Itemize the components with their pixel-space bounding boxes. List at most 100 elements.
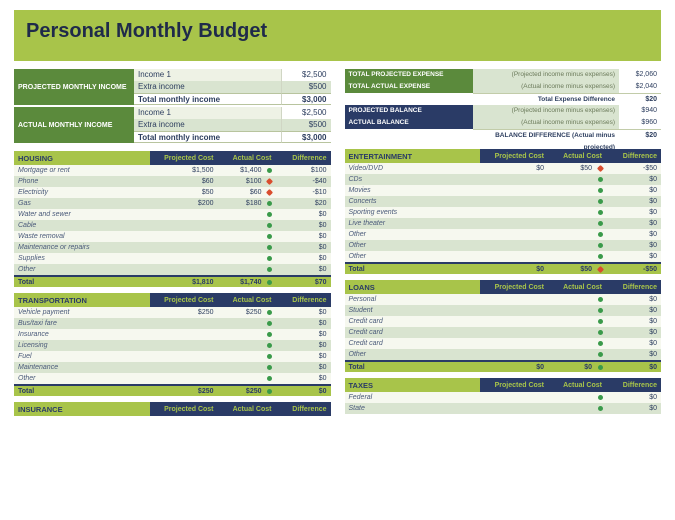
table-row: Other $0 bbox=[345, 229, 662, 240]
row-name: Other bbox=[345, 229, 481, 240]
row-actual bbox=[548, 316, 594, 327]
row-indicator bbox=[594, 174, 606, 185]
row-difference: $0 bbox=[276, 318, 331, 329]
row-difference: $0 bbox=[276, 362, 331, 373]
summary-val: $20 bbox=[619, 129, 661, 141]
row-difference: $0 bbox=[606, 240, 661, 251]
green-dot-icon bbox=[267, 201, 272, 206]
row-difference: $100 bbox=[276, 165, 331, 176]
col-difference: Difference bbox=[606, 149, 661, 163]
row-projected bbox=[150, 329, 218, 340]
col-actual: Actual Cost bbox=[218, 402, 276, 416]
row-actual bbox=[548, 174, 594, 185]
table-row: Waste removal $0 bbox=[14, 231, 331, 242]
summary-label bbox=[345, 93, 473, 105]
total-actual: $0 bbox=[548, 362, 594, 372]
row-actual bbox=[218, 351, 264, 362]
category-taxes: TAXES Projected Cost Actual Cost Differe… bbox=[345, 378, 662, 414]
income-total-val: $3,000 bbox=[281, 93, 331, 105]
table-row: Maintenance or repairs $0 bbox=[14, 242, 331, 253]
row-difference: $0 bbox=[276, 329, 331, 340]
row-actual bbox=[218, 340, 264, 351]
total-difference: $0 bbox=[606, 362, 661, 372]
row-indicator bbox=[594, 251, 606, 262]
total-actual: $250 bbox=[218, 386, 264, 396]
row-difference: $0 bbox=[276, 242, 331, 253]
row-projected: $50 bbox=[150, 187, 218, 198]
row-actual bbox=[548, 349, 594, 360]
green-dot-icon bbox=[598, 319, 603, 324]
category-title: ENTERTAINMENT bbox=[345, 149, 481, 163]
income-label-projected: PROJECTED MONTHLY INCOME bbox=[14, 69, 134, 105]
table-row: Gas $200 $180 $20 bbox=[14, 198, 331, 209]
red-dot-icon bbox=[596, 265, 603, 272]
summary-block: TOTAL PROJECTED EXPENSE(Projected income… bbox=[345, 69, 662, 141]
total-label: Total bbox=[345, 362, 481, 372]
row-projected: $250 bbox=[150, 307, 218, 318]
green-dot-icon bbox=[598, 254, 603, 259]
row-actual bbox=[218, 220, 264, 231]
row-projected bbox=[150, 318, 218, 329]
row-actual bbox=[218, 253, 264, 264]
row-indicator bbox=[264, 329, 276, 340]
row-indicator bbox=[594, 338, 606, 349]
green-dot-icon bbox=[598, 330, 603, 335]
table-row: Other $0 bbox=[14, 373, 331, 384]
red-dot-icon bbox=[266, 178, 273, 185]
income-total-val: $3,000 bbox=[281, 131, 331, 143]
row-difference: $0 bbox=[276, 264, 331, 275]
category-title: INSURANCE bbox=[14, 402, 150, 416]
green-dot-icon bbox=[267, 389, 272, 394]
summary-val: $940 bbox=[619, 105, 661, 117]
row-indicator bbox=[264, 242, 276, 253]
row-actual bbox=[548, 229, 594, 240]
income-row-name: Income 1 bbox=[134, 69, 281, 81]
row-projected: $1,500 bbox=[150, 165, 218, 176]
category-transportation: TRANSPORTATION Projected Cost Actual Cos… bbox=[14, 293, 331, 396]
total-difference: -$50 bbox=[606, 264, 661, 274]
green-dot-icon bbox=[267, 343, 272, 348]
total-projected: $0 bbox=[480, 264, 548, 274]
row-actual: $180 bbox=[218, 198, 264, 209]
row-indicator bbox=[594, 207, 606, 218]
row-actual bbox=[548, 327, 594, 338]
summary-label: ACTUAL BALANCE bbox=[345, 117, 473, 129]
total-label: Total bbox=[14, 277, 150, 287]
green-dot-icon bbox=[267, 280, 272, 285]
green-dot-icon bbox=[598, 210, 603, 215]
row-indicator bbox=[264, 209, 276, 220]
summary-label: TOTAL ACTUAL EXPENSE bbox=[345, 81, 473, 93]
row-name: Water and sewer bbox=[14, 209, 150, 220]
row-name: Student bbox=[345, 305, 481, 316]
page-title: Personal Monthly Budget bbox=[26, 20, 649, 43]
table-row: Insurance $0 bbox=[14, 329, 331, 340]
row-actual bbox=[218, 264, 264, 275]
total-label: Total bbox=[345, 264, 481, 274]
row-indicator bbox=[594, 403, 606, 414]
row-difference: $0 bbox=[276, 253, 331, 264]
green-dot-icon bbox=[267, 234, 272, 239]
row-name: Credit card bbox=[345, 327, 481, 338]
row-indicator bbox=[594, 349, 606, 360]
row-projected bbox=[480, 229, 548, 240]
row-actual bbox=[548, 392, 594, 403]
row-projected bbox=[150, 220, 218, 231]
category-title: HOUSING bbox=[14, 151, 150, 165]
row-name: Other bbox=[14, 373, 150, 384]
row-projected bbox=[480, 316, 548, 327]
col-projected: Projected Cost bbox=[480, 149, 548, 163]
row-indicator bbox=[594, 185, 606, 196]
row-projected bbox=[480, 305, 548, 316]
row-name: Mortgage or rent bbox=[14, 165, 150, 176]
col-projected: Projected Cost bbox=[150, 402, 218, 416]
category-housing: HOUSING Projected Cost Actual Cost Diffe… bbox=[14, 151, 331, 287]
row-actual bbox=[218, 318, 264, 329]
row-difference: $0 bbox=[276, 351, 331, 362]
summary-label: PROJECTED BALANCE bbox=[345, 105, 473, 117]
row-actual bbox=[548, 338, 594, 349]
row-indicator bbox=[594, 196, 606, 207]
table-row: Licensing $0 bbox=[14, 340, 331, 351]
summary-desc: Total Expense Difference bbox=[473, 93, 620, 105]
row-name: Maintenance or repairs bbox=[14, 242, 150, 253]
green-dot-icon bbox=[267, 310, 272, 315]
